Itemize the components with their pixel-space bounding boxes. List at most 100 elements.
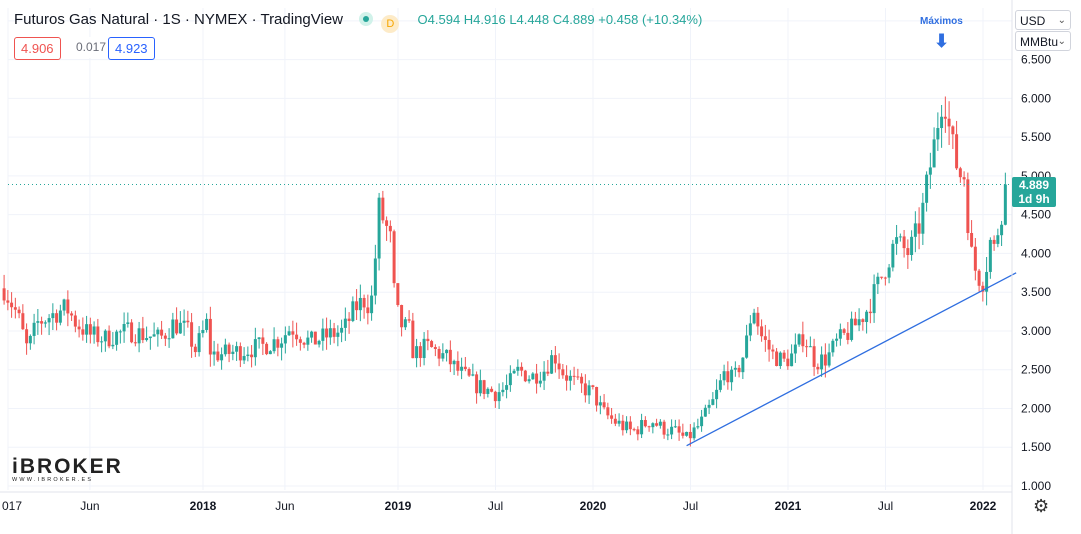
candle [861,318,865,331]
candle [767,329,771,362]
candle-body [148,336,152,339]
interval-badge[interactable]: D [381,15,400,33]
candle-body [216,351,220,361]
candle-body [208,318,212,355]
candle-body [868,311,872,314]
candle-body [606,407,610,416]
candle [625,416,629,434]
candle-body [553,355,557,364]
candle-body [846,332,850,340]
candle [696,418,700,430]
candle-body [156,329,160,335]
candle-body [392,231,396,284]
candle-body [523,370,527,382]
candle [212,340,216,366]
gear-icon[interactable]: ⚙ [1033,496,1050,516]
candle-body [910,236,914,256]
candle [100,336,104,353]
candle-body [981,285,985,292]
candle [527,375,531,384]
candle [197,326,201,357]
sell-price-button[interactable]: 4.906 [14,37,61,60]
candle [790,344,794,367]
candle [118,329,122,344]
candle-body [118,331,122,333]
candle-body [741,357,745,373]
candle [377,192,381,271]
candle-body [448,349,452,365]
candle-body [561,369,565,376]
y-tick-label: 5.500 [1021,130,1051,144]
candle [475,371,479,404]
candle [482,379,486,400]
candle [96,318,100,347]
candle [347,312,351,334]
candle-body [745,335,749,358]
currency-select[interactable]: USD ⌄ [1015,10,1071,30]
candle-body [700,416,704,427]
candle [786,349,790,370]
candle-body [422,338,426,359]
candle-body [632,429,636,431]
candle-body [186,320,190,323]
candle-body [805,346,809,348]
candle-body [636,429,640,435]
y-tick-label: 4.500 [1021,208,1051,222]
candle [898,233,902,242]
candle [546,359,550,377]
candle [516,359,520,376]
overlays [8,184,1017,447]
candle-body [257,337,261,340]
candle-body [501,389,505,393]
candle [92,321,96,344]
candle [486,387,490,398]
broker-logo: iBROKER WWW.IBROKER.ES [12,455,123,483]
candle-body [872,284,876,314]
candle [295,322,299,346]
candle [441,343,445,362]
candle-body [272,339,276,352]
candle-body [396,283,400,306]
candle-body [201,329,205,334]
candle-body [287,331,291,336]
candle-body [943,116,947,119]
grid [7,8,1012,490]
candle [805,339,809,358]
buy-price-button[interactable]: 4.923 [108,37,155,60]
candle [325,317,329,350]
candle [752,308,756,325]
candle [988,237,992,279]
candle-body [381,197,385,221]
candle-body [490,388,494,392]
candle-body [25,329,29,344]
candle [445,349,449,362]
candle-body [932,139,936,168]
candle-body [197,333,201,353]
last-price-tag: 4.889 1d 9h [1012,177,1056,207]
candle-body [838,329,842,339]
axes: 1.000 1.500 2.000 2.500 3.000 3.500 4.000 4.500… [0,0,1051,534]
candle-body [17,309,21,314]
candle-body [96,326,100,343]
candle [171,312,175,339]
candle [385,216,389,241]
candle [422,332,426,366]
candle-body [47,318,51,323]
candle [936,112,940,151]
y-tick-label: 6.000 [1021,91,1051,105]
candle-body [81,329,85,335]
candle [966,172,970,241]
candle [238,342,242,368]
candle [733,361,737,377]
candle [711,392,715,406]
candle-body [970,233,974,247]
x-tick-label: 2020 [580,499,607,513]
candle [906,239,910,269]
candle-body [737,367,741,373]
candle-body [471,374,475,376]
candle-body [715,389,719,400]
candle-body [580,376,584,384]
candle-body [876,276,880,285]
unit-select[interactable]: MMBtu ⌄ [1015,31,1071,51]
